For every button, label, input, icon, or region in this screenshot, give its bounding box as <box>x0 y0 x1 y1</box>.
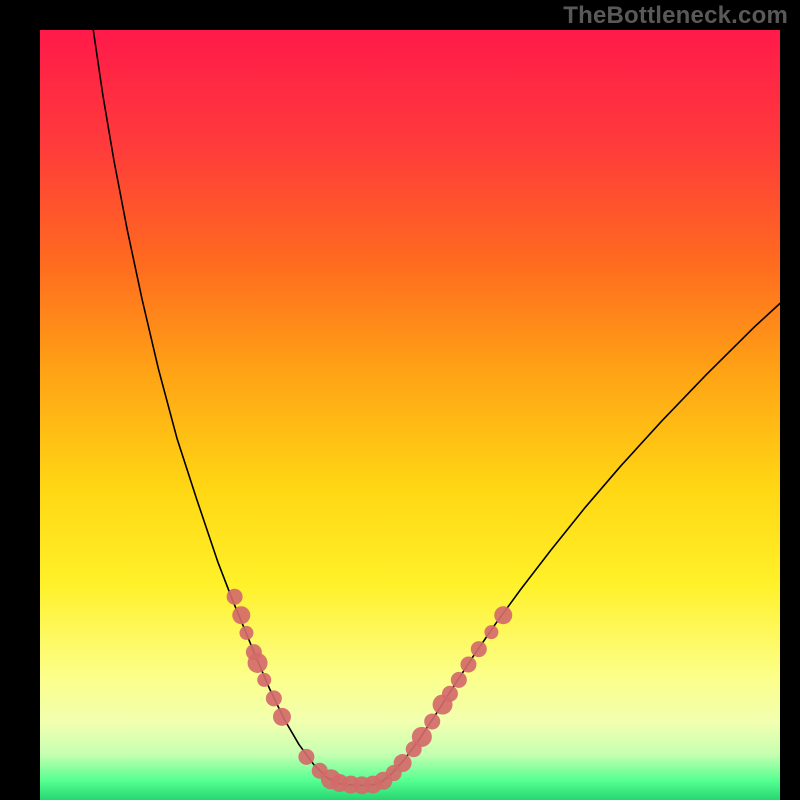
curve-overlay <box>40 30 780 800</box>
marker-dot <box>248 653 268 673</box>
marker-dot <box>460 656 476 672</box>
marker-dot <box>451 672 467 688</box>
marker-dot <box>227 589 243 605</box>
marker-dot <box>471 641 487 657</box>
marker-dot <box>266 690 282 706</box>
watermark-text: TheBottleneck.com <box>563 2 788 30</box>
marker-dot <box>494 606 512 624</box>
marker-dot <box>257 673 271 687</box>
marker-dot <box>412 727 432 747</box>
marker-dot <box>273 708 291 726</box>
chart-container: TheBottleneck.com <box>0 0 800 800</box>
plot-area <box>40 30 780 800</box>
marker-dot <box>298 749 314 765</box>
marker-dot <box>232 606 250 624</box>
scatter-markers <box>227 589 513 795</box>
bottleneck-curve <box>93 30 780 785</box>
marker-dot <box>484 625 498 639</box>
marker-dot <box>442 686 458 702</box>
marker-dot <box>394 754 412 772</box>
marker-dot <box>239 626 253 640</box>
marker-dot <box>424 713 440 729</box>
